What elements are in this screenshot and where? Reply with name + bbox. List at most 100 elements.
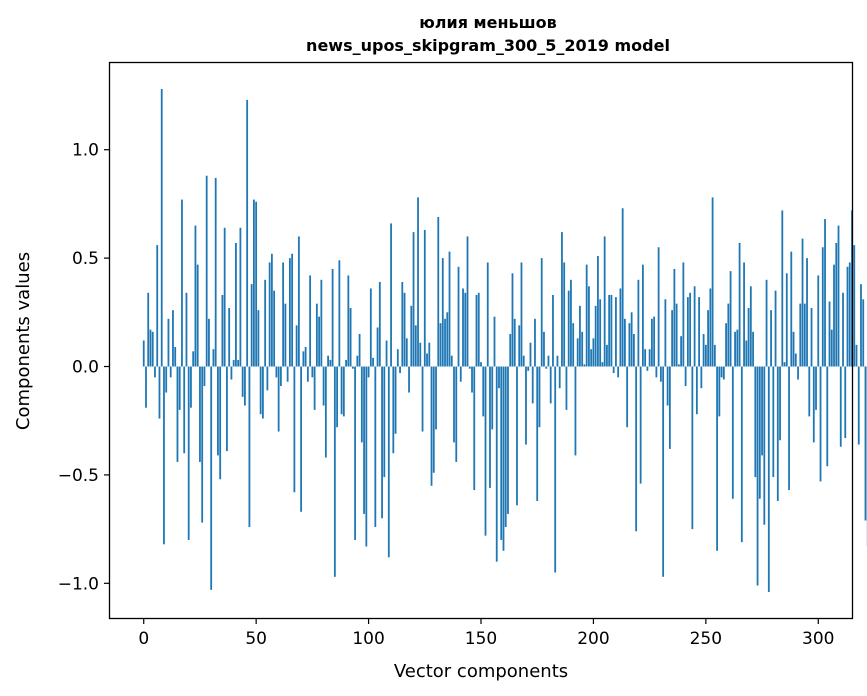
- bar: [185, 292, 188, 367]
- bar: [264, 279, 267, 367]
- bar: [426, 353, 428, 367]
- bar: [174, 347, 177, 367]
- bar: [378, 281, 381, 367]
- bar: [781, 210, 784, 367]
- bar: [821, 247, 824, 367]
- bar: [567, 290, 570, 367]
- bar: [396, 349, 399, 367]
- bar: [657, 247, 660, 367]
- bar: [633, 334, 635, 367]
- bar: [691, 366, 694, 530]
- bar: [801, 238, 804, 367]
- bar: [405, 338, 408, 367]
- bar: [421, 366, 424, 432]
- bar: [365, 366, 368, 547]
- bar: [581, 331, 584, 367]
- bar: [205, 175, 208, 367]
- bar: [729, 271, 732, 367]
- bar: [498, 366, 500, 389]
- bar: [713, 344, 716, 367]
- bar: [464, 292, 467, 367]
- bar: [304, 347, 307, 367]
- bar: [374, 366, 377, 527]
- bar: [149, 329, 152, 367]
- bar: [232, 360, 235, 367]
- bar: [369, 288, 372, 367]
- bar: [774, 290, 777, 367]
- bar: [282, 262, 285, 367]
- bar: [736, 329, 739, 367]
- bar: [700, 366, 703, 389]
- bar: [423, 229, 426, 367]
- x-axis-ticks: 0 50 100 150 200 250 300: [138, 618, 834, 649]
- bar: [626, 366, 629, 428]
- bar: [689, 292, 692, 367]
- bar: [812, 366, 815, 443]
- bar: [270, 253, 273, 367]
- bar: [734, 331, 736, 367]
- bar: [682, 262, 685, 367]
- bar: [336, 366, 338, 428]
- bar: [671, 310, 674, 367]
- bar: [475, 294, 478, 367]
- bar: [466, 236, 469, 367]
- bar: [221, 294, 224, 367]
- bar: [473, 366, 476, 491]
- bar: [151, 331, 154, 367]
- bar: [468, 366, 471, 369]
- bar: [554, 366, 557, 573]
- bar: [648, 349, 651, 367]
- bar: [588, 286, 590, 367]
- bar: [758, 366, 761, 499]
- bar: [401, 281, 404, 367]
- bar: [363, 366, 365, 514]
- bar: [612, 366, 615, 374]
- bar: [284, 303, 287, 367]
- bar: [453, 366, 455, 443]
- bar: [257, 310, 260, 367]
- bar: [621, 208, 624, 367]
- bar: [214, 177, 217, 367]
- bar: [333, 366, 336, 577]
- x-tick-label: 100: [352, 629, 384, 649]
- bar: [740, 366, 743, 543]
- bar: [367, 366, 370, 378]
- bar: [615, 297, 617, 367]
- bar: [417, 197, 419, 367]
- y-axis-label: Components values: [13, 252, 34, 430]
- bar: [576, 338, 579, 367]
- bar: [331, 268, 334, 367]
- bar: [385, 340, 388, 367]
- y-tick-label: −1.0: [58, 574, 99, 594]
- bar: [504, 366, 507, 527]
- bar: [181, 199, 183, 367]
- bar: [356, 355, 359, 367]
- bar: [491, 366, 494, 430]
- bar: [666, 366, 669, 406]
- bar: [381, 366, 383, 519]
- bar: [448, 251, 451, 367]
- bar: [295, 325, 298, 367]
- bar: [419, 342, 422, 367]
- bar: [255, 201, 258, 367]
- bar: [167, 318, 170, 367]
- bar: [864, 366, 867, 521]
- bar: [306, 366, 309, 382]
- bar: [190, 366, 192, 408]
- bar: [459, 366, 462, 382]
- bar: [702, 334, 705, 367]
- bar: [718, 366, 721, 417]
- bar: [513, 318, 516, 367]
- bar: [794, 353, 797, 367]
- bar: [799, 303, 802, 367]
- bar: [279, 366, 282, 387]
- bar: [855, 344, 858, 367]
- bar: [857, 366, 860, 445]
- bar: [549, 366, 552, 404]
- bar: [624, 318, 626, 367]
- bar: [239, 227, 242, 367]
- bar: [824, 219, 826, 367]
- bar: [154, 366, 156, 378]
- x-tick-label: 300: [802, 629, 834, 649]
- bar: [194, 225, 197, 367]
